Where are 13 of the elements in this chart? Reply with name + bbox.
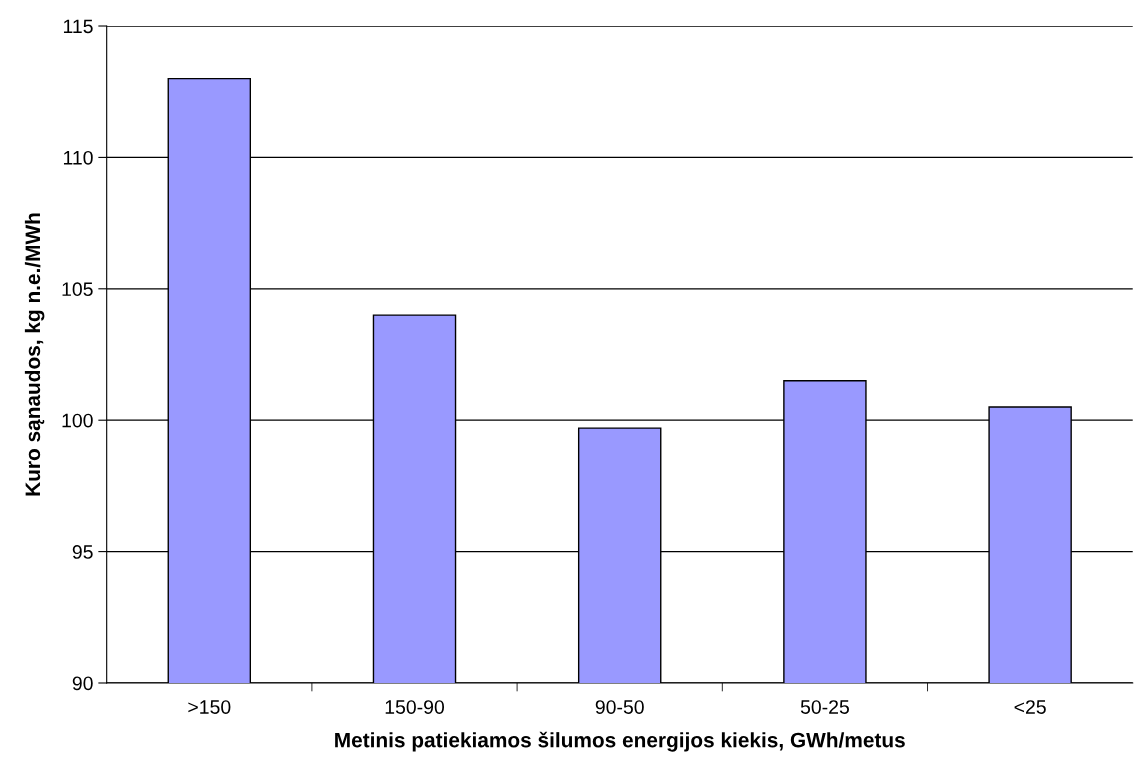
y-tick-label: 100	[62, 413, 93, 428]
y-tick-label: 110	[63, 150, 93, 165]
x-axis-title: Metinis patiekiamos šilumos energijos kiekis, GWh/metus	[335, 731, 905, 752]
y-tick-label: 115	[63, 19, 93, 34]
y-tick-label: 90	[72, 676, 93, 691]
x-tick-label: 150-90	[385, 700, 445, 714]
x-tick-label: 50-25	[800, 700, 849, 714]
y-tick-label: 95	[72, 545, 93, 559]
x-tick-label: 90-50	[595, 700, 644, 714]
y-tick-label: 105	[62, 282, 93, 297]
x-tick-label: >150	[188, 700, 231, 714]
x-tick-label: <25	[1014, 700, 1046, 714]
y-axis-title: Kuro sąnaudos, kg n.e./MWh	[24, 213, 45, 496]
